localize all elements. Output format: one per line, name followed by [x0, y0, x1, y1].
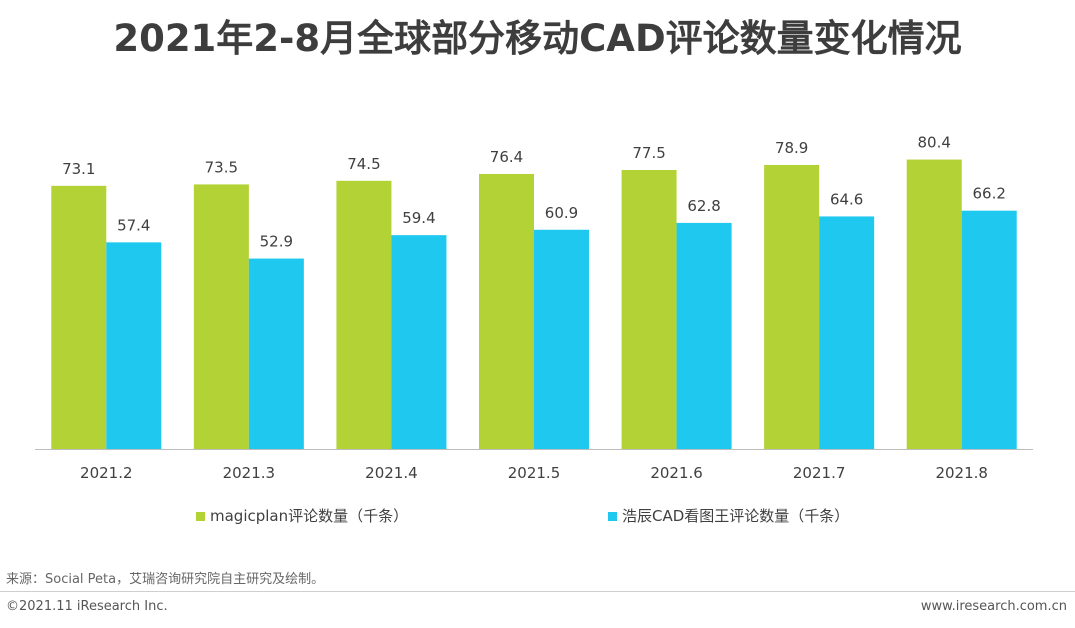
x-tick-label: 2021.4 — [365, 464, 418, 482]
x-tick-label: 2021.7 — [793, 464, 846, 482]
bar-series1-2021-2 — [51, 185, 107, 449]
data-label: 57.4 — [117, 216, 150, 234]
bar-series1-2021-7 — [764, 164, 820, 449]
chart-title: 2021年2-8月全球部分移动CAD评论数量变化情况 — [113, 17, 962, 60]
x-tick-label: 2021.6 — [650, 464, 703, 482]
data-label: 77.5 — [632, 144, 665, 162]
data-label: 78.9 — [775, 139, 808, 157]
data-label: 60.9 — [545, 204, 578, 222]
copyright-text: ©2021.11 iResearch Inc. — [6, 599, 168, 614]
data-label: 62.8 — [687, 197, 720, 215]
bar-series2-2021-4 — [391, 235, 447, 449]
footer-divider — [0, 591, 1075, 592]
x-tick-label: 2021.2 — [80, 464, 133, 482]
bar-series2-2021-2 — [106, 242, 162, 449]
bar-series2-2021-8 — [961, 210, 1017, 449]
data-label: 74.5 — [347, 155, 380, 173]
legend-swatch-series1 — [196, 512, 205, 521]
x-tick-label: 2021.3 — [223, 464, 276, 482]
legend-swatch-series2 — [608, 512, 617, 521]
data-label: 52.9 — [260, 233, 293, 251]
bar-series2-2021-7 — [819, 216, 875, 449]
legend-label-series2: 浩辰CAD看图王评论数量（千条） — [622, 507, 849, 525]
data-label: 80.4 — [918, 134, 951, 152]
bar-chart: 73.1 57.4 2021.2 73.5 52.9 2021.3 74.5 59.4 2021… — [35, 134, 1033, 525]
data-label: 59.4 — [402, 209, 435, 227]
bar-series1-2021-5 — [479, 173, 534, 449]
bar-series1-2021-8 — [906, 159, 962, 449]
legend-label-series1: magicplan评论数量（千条） — [210, 507, 408, 525]
data-label: 76.4 — [490, 148, 523, 166]
x-tick-label: 2021.8 — [935, 464, 988, 482]
website-link[interactable]: www.iresearch.com.cn — [920, 599, 1067, 614]
bar-series2-2021-3 — [248, 258, 304, 449]
data-label: 64.6 — [830, 190, 863, 208]
bar-series2-2021-5 — [534, 229, 589, 449]
bar-series2-2021-6 — [676, 222, 732, 449]
bar-series1-2021-3 — [193, 184, 249, 449]
data-label: 66.2 — [973, 185, 1006, 203]
x-tick-label: 2021.5 — [508, 464, 561, 482]
data-label: 73.5 — [205, 158, 238, 176]
data-label: 73.1 — [62, 160, 95, 178]
bar-series1-2021-4 — [336, 180, 392, 450]
bar-series1-2021-6 — [621, 170, 677, 449]
source-note: 来源：Social Peta，艾瑞咨询研究院自主研究及绘制。 — [6, 572, 325, 587]
